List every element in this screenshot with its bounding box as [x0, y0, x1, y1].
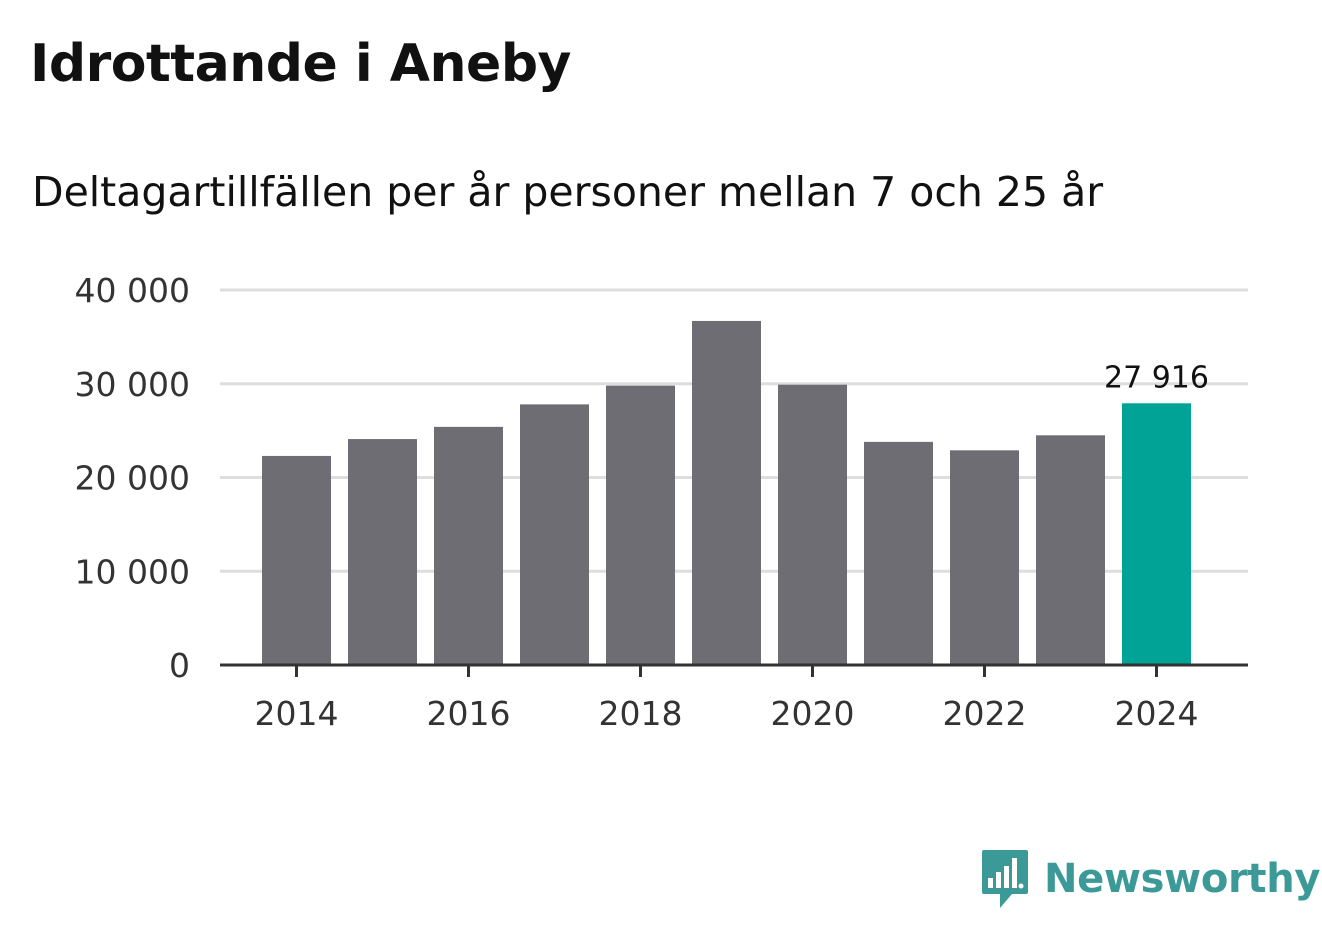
x-axis [220, 663, 1248, 677]
brand-name: Newsworthy [1044, 856, 1321, 902]
y-tick-label: 10 000 [75, 552, 190, 591]
bar-2014 [262, 455, 331, 665]
bar-2022 [950, 450, 1019, 665]
x-axis-labels: 2014 2016 2018 2020 2022 2024 [255, 694, 1199, 733]
x-tick-label: 2016 [427, 694, 511, 733]
bar-2024 [1122, 403, 1191, 665]
y-axis-labels: 0 10 000 20 000 30 000 40 000 [75, 271, 190, 685]
bar-2020 [778, 384, 847, 665]
chart-subtitle: Deltagartillfällen per år personer mella… [32, 168, 1104, 216]
chart-title: Idrottande i Aneby [30, 34, 571, 94]
bar-2018 [606, 385, 675, 665]
y-tick-label: 40 000 [75, 271, 190, 310]
newsworthy-logo-icon [982, 850, 1028, 908]
bar-2015 [348, 439, 417, 665]
y-tick-label: 30 000 [75, 365, 190, 404]
x-tick-label: 2022 [943, 694, 1027, 733]
brand: Newsworthy [980, 848, 1321, 910]
x-tick-label: 2018 [599, 694, 683, 733]
bar-2019 [692, 320, 761, 665]
bar-2016 [434, 426, 503, 665]
y-tick-label: 0 [169, 646, 190, 685]
y-tick-label: 20 000 [75, 459, 190, 498]
bars [262, 320, 1191, 665]
data-labels: 27 916 [1104, 360, 1209, 395]
x-tick-label: 2024 [1115, 694, 1199, 733]
x-tick-label: 2020 [771, 694, 855, 733]
bar-2017 [520, 404, 589, 665]
bar-2023 [1036, 435, 1105, 665]
bar-2021 [864, 441, 933, 665]
x-tick-label: 2014 [255, 694, 339, 733]
data-label: 27 916 [1104, 360, 1209, 395]
